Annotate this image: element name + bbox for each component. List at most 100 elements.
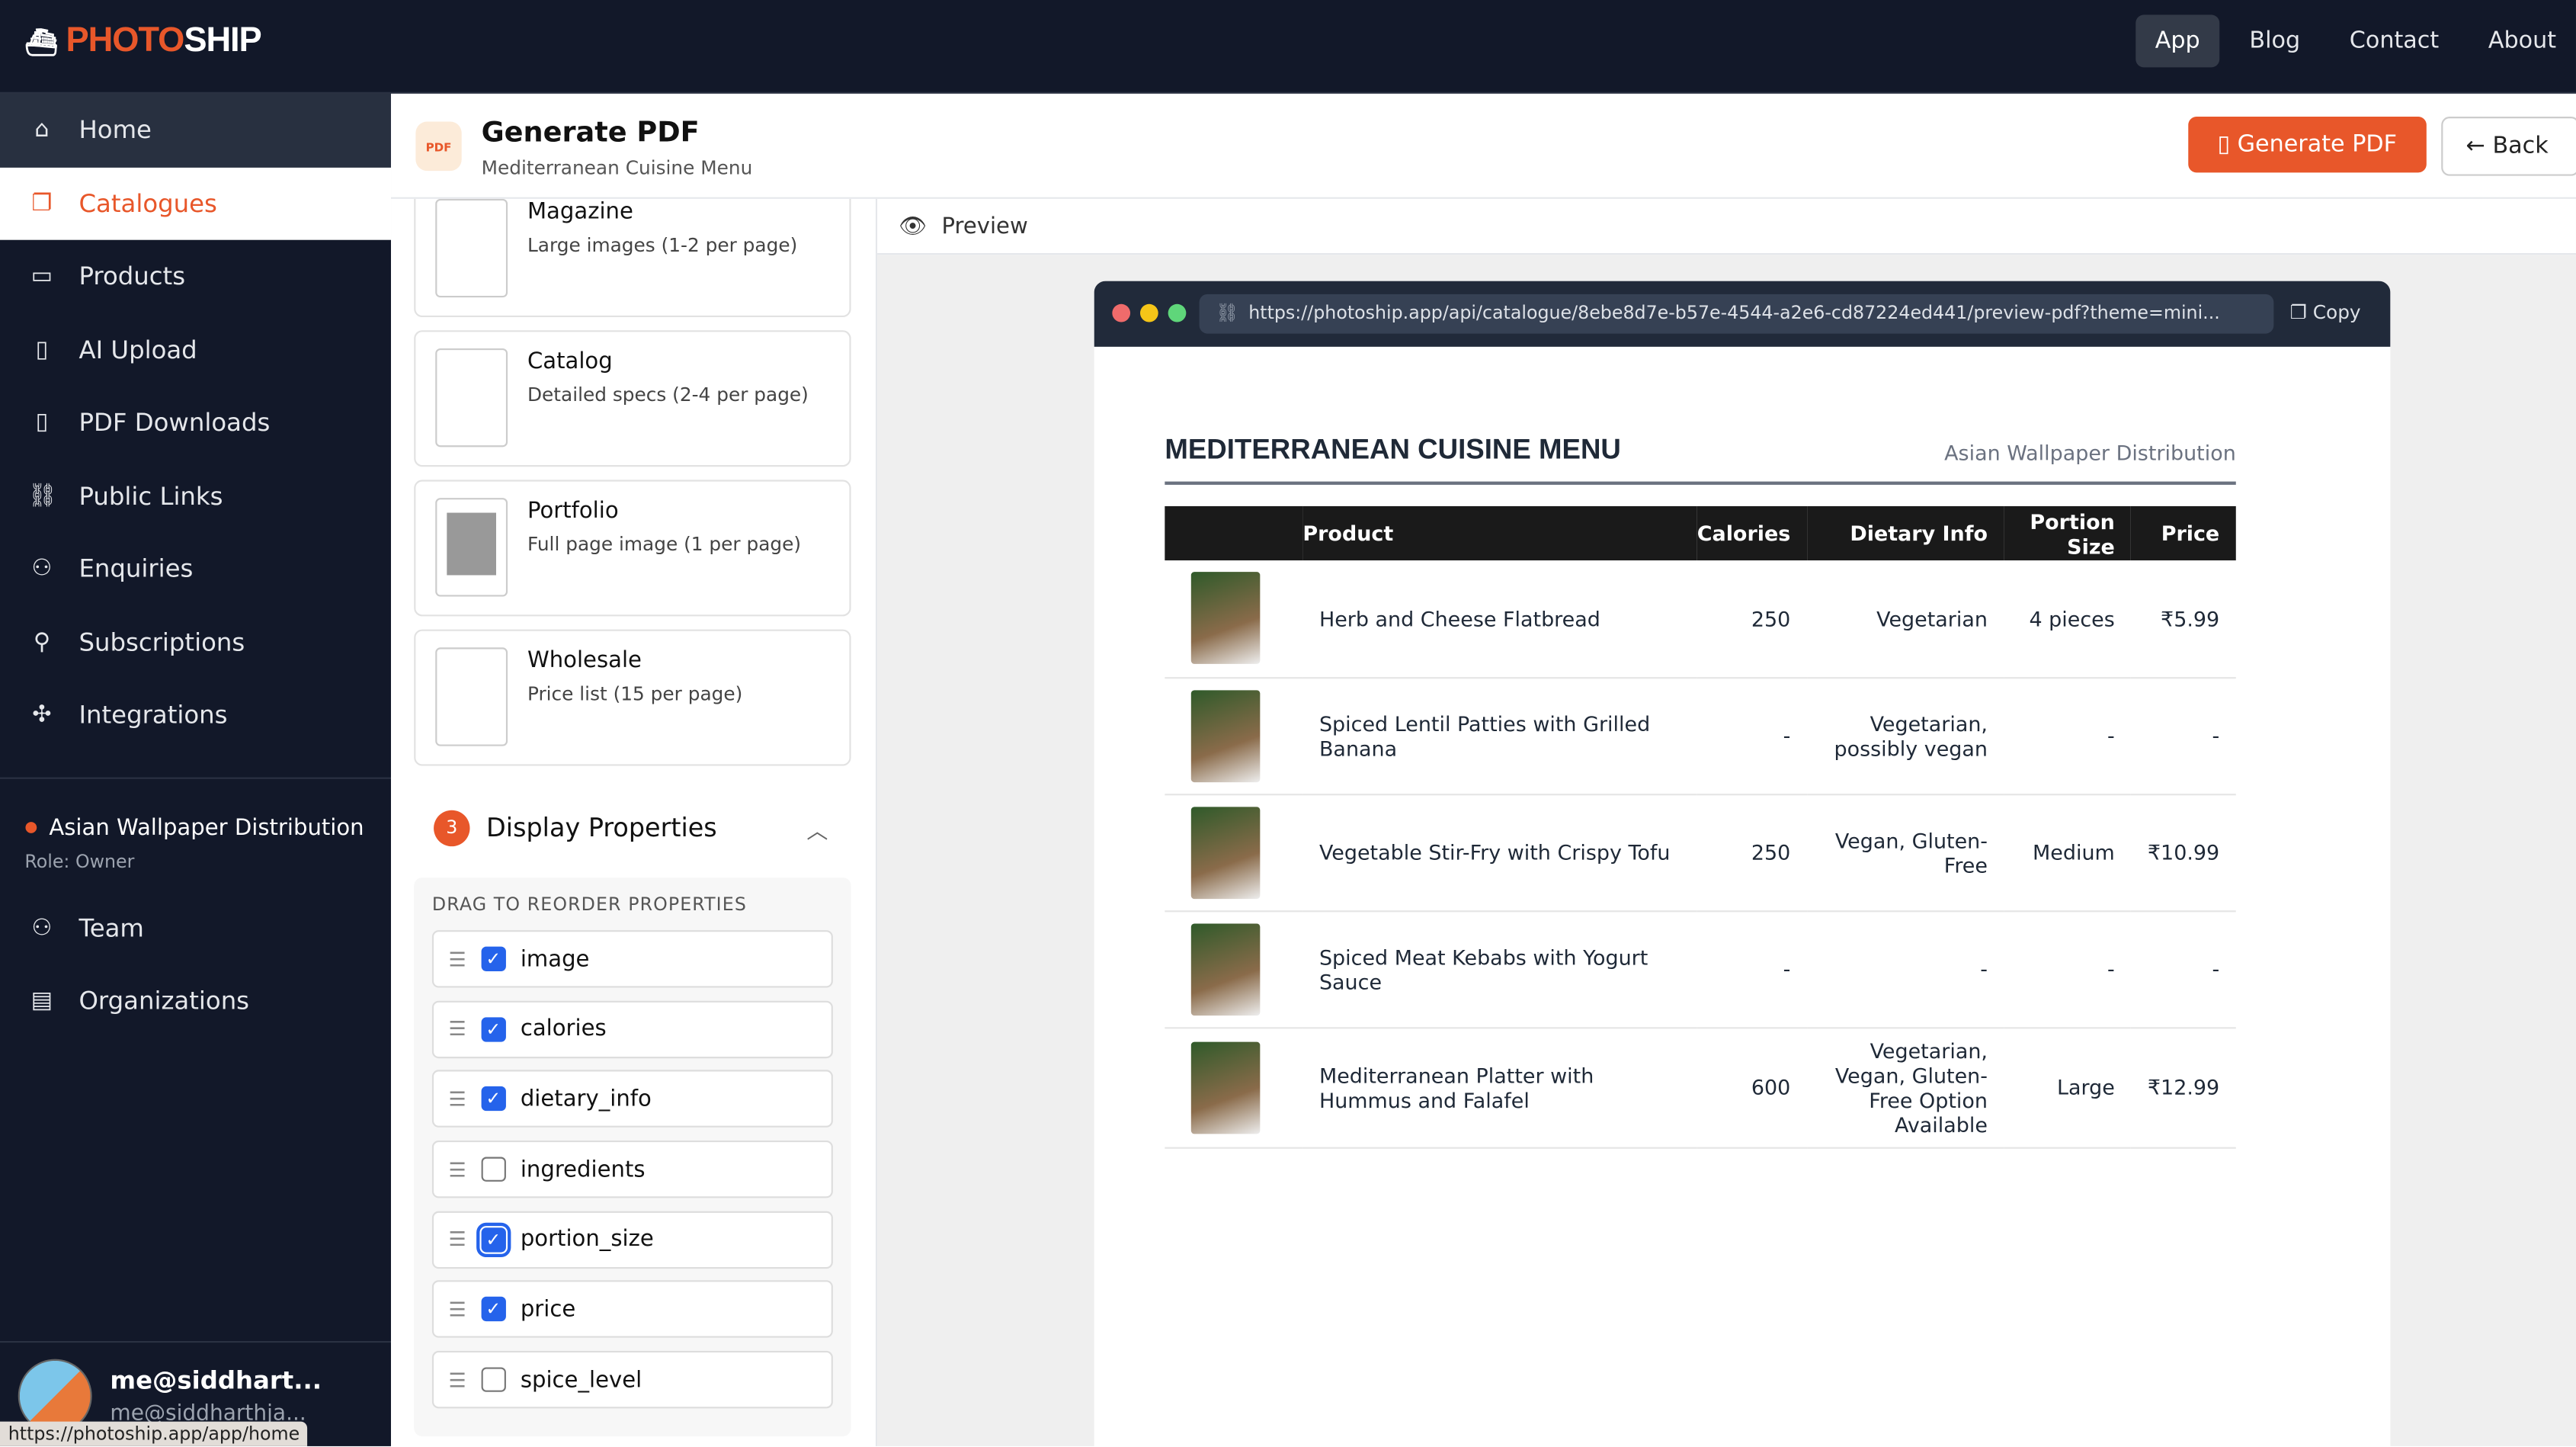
org-name: Asian Wallpaper Distribution bbox=[24, 814, 366, 840]
back-button[interactable]: ← Back bbox=[2441, 117, 2576, 176]
table-row: Spiced Lentil Patties with Grilled Banan… bbox=[1165, 677, 2236, 795]
users-icon: ⚇ bbox=[31, 556, 53, 582]
preview-label: Preview bbox=[941, 213, 1028, 239]
display-properties-header[interactable]: 3 Display Properties ︿ bbox=[414, 794, 851, 863]
property-checkbox[interactable]: ✓ bbox=[481, 946, 506, 971]
drag-handle-icon[interactable]: ☰ bbox=[448, 1087, 466, 1111]
product-image bbox=[1190, 806, 1261, 899]
drag-handle-icon[interactable]: ☰ bbox=[448, 1298, 466, 1321]
property-item[interactable]: ☰ ✓ image bbox=[431, 930, 833, 988]
label: Catalogues bbox=[78, 188, 217, 219]
property-checkbox[interactable] bbox=[481, 1367, 506, 1393]
col-image bbox=[1165, 505, 1303, 561]
label: Organizations bbox=[78, 986, 250, 1016]
layout-magazine[interactable]: Magazine Large images (1-2 per page) bbox=[414, 198, 851, 318]
label: Products bbox=[78, 261, 186, 292]
product-image bbox=[1190, 1041, 1261, 1134]
org-role: Role: Owner bbox=[24, 850, 135, 872]
label: Subscriptions bbox=[78, 627, 245, 657]
logo[interactable]: ⛴ PHOTOSHIP bbox=[24, 21, 261, 61]
layout-title: Magazine bbox=[527, 198, 633, 226]
drag-handle-icon[interactable]: ☰ bbox=[448, 947, 466, 971]
cell: Spiced Meat Kebabs with Yogurt Sauce bbox=[1302, 910, 1697, 1028]
link-icon: ⛓ bbox=[27, 483, 57, 509]
divider bbox=[1165, 481, 2236, 485]
layout-title: Wholesale bbox=[527, 647, 642, 674]
property-item[interactable]: ☰ ✓ portion_size bbox=[431, 1211, 833, 1269]
sidebar-item-organizations[interactable]: ▤ Organizations bbox=[0, 964, 391, 1038]
label: Copy bbox=[2312, 300, 2361, 324]
properties-list: DRAG TO REORDER PROPERTIES ☰ ✓ image ☰ ✓ calo… bbox=[414, 878, 851, 1436]
sidebar-item-enquiries[interactable]: ⚇ Enquiries bbox=[0, 532, 391, 605]
sidebar-item-ai-upload[interactable]: ▯ AI Upload bbox=[0, 313, 391, 387]
layout-catalog[interactable]: Catalog Detailed specs (2-4 per page) bbox=[414, 330, 851, 467]
label: Public Links bbox=[78, 481, 223, 511]
browser-frame: https://photoship.app/api/catalogue/8ebe… bbox=[1094, 281, 2391, 1447]
drag-handle-icon[interactable]: ☰ bbox=[448, 1017, 466, 1041]
ship-icon: ⛴ bbox=[24, 29, 58, 58]
cell: Vegetarian, Vegan, Gluten-Free Option Av… bbox=[1806, 1027, 2004, 1148]
col-price: Price bbox=[2131, 505, 2236, 561]
label: Integrations bbox=[78, 700, 228, 730]
logo-part1: PHOTO bbox=[66, 21, 185, 59]
nav-app[interactable]: App bbox=[2135, 14, 2220, 68]
home-icon: ⌂ bbox=[34, 117, 50, 144]
drag-handle-icon[interactable]: ☰ bbox=[448, 1368, 466, 1391]
ai-upload-icon: ▯ bbox=[35, 336, 49, 363]
property-item[interactable]: ☰ spice_level bbox=[431, 1351, 833, 1409]
label: Generate PDF bbox=[2237, 131, 2398, 158]
label: Back bbox=[2492, 133, 2549, 160]
property-checkbox[interactable] bbox=[481, 1157, 506, 1182]
sidebar-item-products[interactable]: ▭ Products bbox=[0, 240, 391, 313]
layout-portfolio[interactable]: Portfolio Full page image (1 per page) bbox=[414, 480, 851, 617]
table-row: Mediterranean Platter with Hummus and Fa… bbox=[1165, 1027, 2236, 1148]
sidebar-item-integrations[interactable]: ✣ Integrations bbox=[0, 679, 391, 752]
property-item[interactable]: ☰ ✓ price bbox=[431, 1281, 833, 1339]
cell: 250 bbox=[1697, 560, 1807, 679]
sidebar-item-pdf-downloads[interactable]: ▯ PDF Downloads bbox=[0, 387, 391, 460]
top-bar: ⛴ PHOTOSHIP App Blog Contact About bbox=[0, 0, 2576, 94]
sidebar-item-public-links[interactable]: ⛓ Public Links bbox=[0, 459, 391, 532]
drag-handle-icon[interactable]: ☰ bbox=[448, 1157, 466, 1181]
sidebar-item-team[interactable]: ⚇ Team bbox=[0, 891, 391, 964]
org-info: Asian Wallpaper Distribution Role: Owner bbox=[0, 776, 392, 872]
property-name: ingredients bbox=[520, 1156, 646, 1183]
layout-title: Catalog bbox=[527, 348, 613, 375]
page-title: Generate PDF bbox=[481, 117, 700, 150]
layout-thumbnail bbox=[435, 498, 508, 597]
property-item[interactable]: ☰ ingredients bbox=[431, 1141, 833, 1198]
nav-about[interactable]: About bbox=[2488, 27, 2557, 55]
sidebar-item-catalogues[interactable]: ❐ Catalogues bbox=[0, 166, 392, 240]
preview-url[interactable]: https://photoship.app/api/catalogue/8ebe… bbox=[1199, 294, 2274, 334]
product-image bbox=[1190, 922, 1261, 1015]
property-checkbox[interactable]: ✓ bbox=[481, 1086, 506, 1112]
property-item[interactable]: ☰ ✓ calories bbox=[431, 1000, 833, 1058]
sidebar-item-subscriptions[interactable]: ⚲ Subscriptions bbox=[0, 605, 391, 679]
property-name: price bbox=[520, 1296, 576, 1323]
puzzle-icon: ✣ bbox=[32, 701, 52, 729]
sidebar-item-home[interactable]: ⌂ Home bbox=[0, 93, 392, 167]
nav-contact[interactable]: Contact bbox=[2349, 27, 2440, 55]
property-checkbox[interactable]: ✓ bbox=[481, 1297, 506, 1323]
doc-company: Asian Wallpaper Distribution bbox=[1944, 440, 2236, 466]
section-title: Display Properties bbox=[486, 813, 717, 843]
layout-wholesale[interactable]: Wholesale Price list (15 per page) bbox=[414, 629, 851, 766]
property-checkbox[interactable]: ✓ bbox=[481, 1016, 506, 1041]
settings-panel: Magazine Large images (1-2 per page) Cata… bbox=[391, 198, 878, 1446]
copy-button[interactable]: ❐ Copy bbox=[2290, 300, 2361, 323]
table-row: Spiced Meat Kebabs with Yogurt Sauce - - - - bbox=[1165, 910, 2236, 1028]
nav-blog[interactable]: Blog bbox=[2249, 27, 2301, 55]
layout-thumbnail bbox=[435, 348, 508, 448]
property-item[interactable]: ☰ ✓ dietary_info bbox=[431, 1070, 833, 1128]
cell: Mediterranean Platter with Hummus and Fa… bbox=[1302, 1027, 1697, 1148]
property-checkbox[interactable]: ✓ bbox=[476, 1222, 511, 1257]
user-name: me@siddhart... bbox=[110, 1365, 322, 1396]
drag-handle-icon[interactable]: ☰ bbox=[448, 1227, 466, 1251]
subscriptions-icon: ⚲ bbox=[33, 629, 51, 656]
sidebar: ⌂ Home ❐ Catalogues ▭ Products ▯ AI Upload ▯… bbox=[0, 93, 392, 1446]
maximize-dot bbox=[1168, 303, 1187, 322]
generate-pdf-button[interactable]: ▯ Generate PDF bbox=[2187, 117, 2427, 173]
cell: Spiced Lentil Patties with Grilled Banan… bbox=[1302, 677, 1697, 795]
pdf-icon: ▯ bbox=[35, 409, 49, 436]
col-calories: Calories bbox=[1697, 505, 1807, 561]
